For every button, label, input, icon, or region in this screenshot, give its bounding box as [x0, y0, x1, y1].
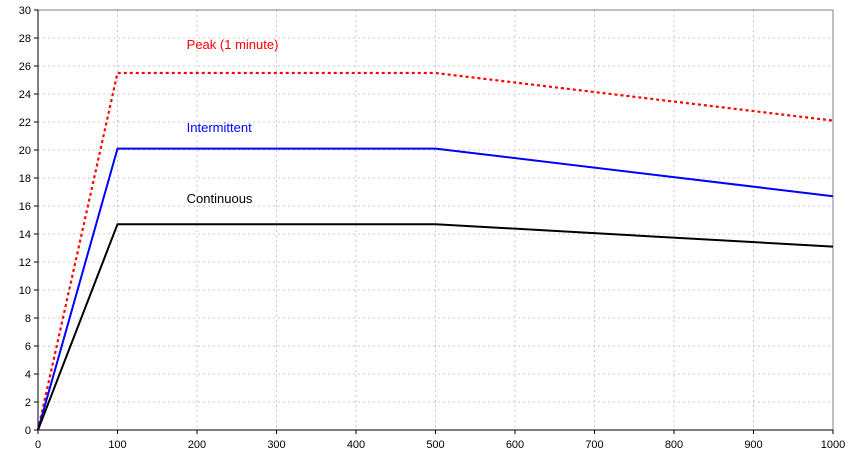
x-tick-label: 600 — [506, 439, 524, 451]
y-tick-label: 14 — [19, 229, 31, 241]
x-tick-label: 400 — [347, 439, 365, 451]
series-label: Continuous — [187, 191, 253, 206]
y-tick-label: 30 — [19, 5, 31, 17]
series-line-intermittent — [37, 147, 834, 431]
y-tick-label: 18 — [19, 173, 31, 185]
series-label: Intermittent — [187, 120, 252, 135]
axes — [34, 9, 834, 434]
x-tick-label: 100 — [108, 439, 126, 451]
x-tick-label: 800 — [665, 439, 683, 451]
y-tick-label: 24 — [19, 89, 31, 101]
gridlines — [38, 10, 833, 430]
x-tick-label: 500 — [426, 439, 444, 451]
y-tick-label: 16 — [19, 201, 31, 213]
x-tick-label: 300 — [267, 439, 285, 451]
y-tick-label: 28 — [19, 33, 31, 45]
y-tick-label: 4 — [25, 369, 31, 381]
y-tick-label: 0 — [25, 425, 31, 437]
y-tick-label: 6 — [25, 341, 31, 353]
y-tick-label: 8 — [25, 313, 31, 325]
y-tick-label: 10 — [19, 285, 31, 297]
series-line-peak-1-minute — [36, 71, 834, 431]
x-tick-label: 200 — [188, 439, 206, 451]
y-tick-label: 22 — [19, 117, 31, 129]
series-label: Peak (1 minute) — [187, 37, 279, 52]
y-tick-label: 2 — [25, 397, 31, 409]
y-tick-label: 12 — [19, 257, 31, 269]
series-line-continuous — [37, 223, 834, 431]
series-lines — [36, 71, 834, 431]
series-labels: Peak (1 minute) Intermittent Continuous — [187, 37, 279, 206]
x-tick-label: 0 — [35, 439, 41, 451]
x-tick-label: 900 — [744, 439, 762, 451]
y-tick-label: 26 — [19, 61, 31, 73]
x-tick-label: 1000 — [821, 439, 845, 451]
x-tick-label: 700 — [585, 439, 603, 451]
y-tick-label: 20 — [19, 145, 31, 157]
